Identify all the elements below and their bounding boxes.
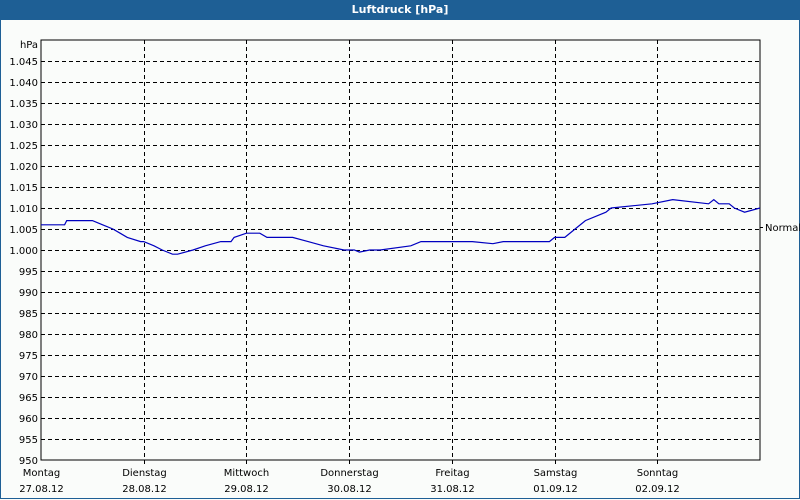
y-tick-label: 995 xyxy=(19,267,38,278)
x-tick-day: Samstag xyxy=(534,468,578,479)
y-tick-label: 980 xyxy=(19,330,38,341)
pressure-series-line xyxy=(41,198,761,255)
y-axis-unit: hPa xyxy=(20,40,38,51)
x-tick-date: 31.08.12 xyxy=(430,484,475,495)
y-tick-label: 1.035 xyxy=(9,99,38,110)
y-tick-label: 965 xyxy=(19,393,38,404)
y-tick-label: 1.030 xyxy=(9,120,38,131)
x-tick-day: Dienstag xyxy=(122,468,167,479)
normal-label: Normal xyxy=(765,223,800,234)
x-tick-date: 27.08.12 xyxy=(19,484,64,495)
y-tick-label: 990 xyxy=(19,288,38,299)
x-tick-day: Sonntag xyxy=(637,468,679,479)
x-tick-date: 30.08.12 xyxy=(327,484,372,495)
y-tick-label: 1.000 xyxy=(9,246,38,257)
y-axis: 1.045 1.040 1.035 1.030 1.025 1.020 1.015 1.010… xyxy=(9,40,38,467)
y-tick-label: 1.020 xyxy=(9,162,38,173)
normal-reference-marker: Normal xyxy=(760,223,800,234)
y-tick-label: 1.045 xyxy=(9,57,38,68)
x-tick-date: 29.08.12 xyxy=(224,484,269,495)
x-tick-day: Montag xyxy=(23,468,60,479)
y-tick-label: 1.005 xyxy=(9,225,38,236)
plot-area xyxy=(40,39,761,461)
x-tick-day: Freitag xyxy=(435,468,469,479)
chart-title: Luftdruck [hPa] xyxy=(0,0,800,20)
y-tick-label: 1.025 xyxy=(9,141,38,152)
y-tick-label: 955 xyxy=(19,435,38,446)
x-tick-date: 01.09.12 xyxy=(533,484,578,495)
x-axis: Montag 27.08.12 Dienstag 28.08.12 Mittwoch 29… xyxy=(19,468,680,495)
y-tick-label: 1.015 xyxy=(9,183,38,194)
y-tick-label: 950 xyxy=(19,456,38,467)
x-tick-day: Mittwoch xyxy=(224,468,269,479)
gridlines xyxy=(41,40,760,464)
y-tick-label: 985 xyxy=(19,309,38,320)
y-tick-label: 960 xyxy=(19,414,38,425)
y-tick-label: 1.010 xyxy=(9,204,38,215)
y-tick-label: 970 xyxy=(19,372,38,383)
x-tick-date: 28.08.12 xyxy=(122,484,167,495)
y-tick-label: 1.040 xyxy=(9,78,38,89)
x-tick-date: 02.09.12 xyxy=(635,484,680,495)
x-tick-day: Donnerstag xyxy=(320,468,378,479)
y-tick-label: 975 xyxy=(19,351,38,362)
